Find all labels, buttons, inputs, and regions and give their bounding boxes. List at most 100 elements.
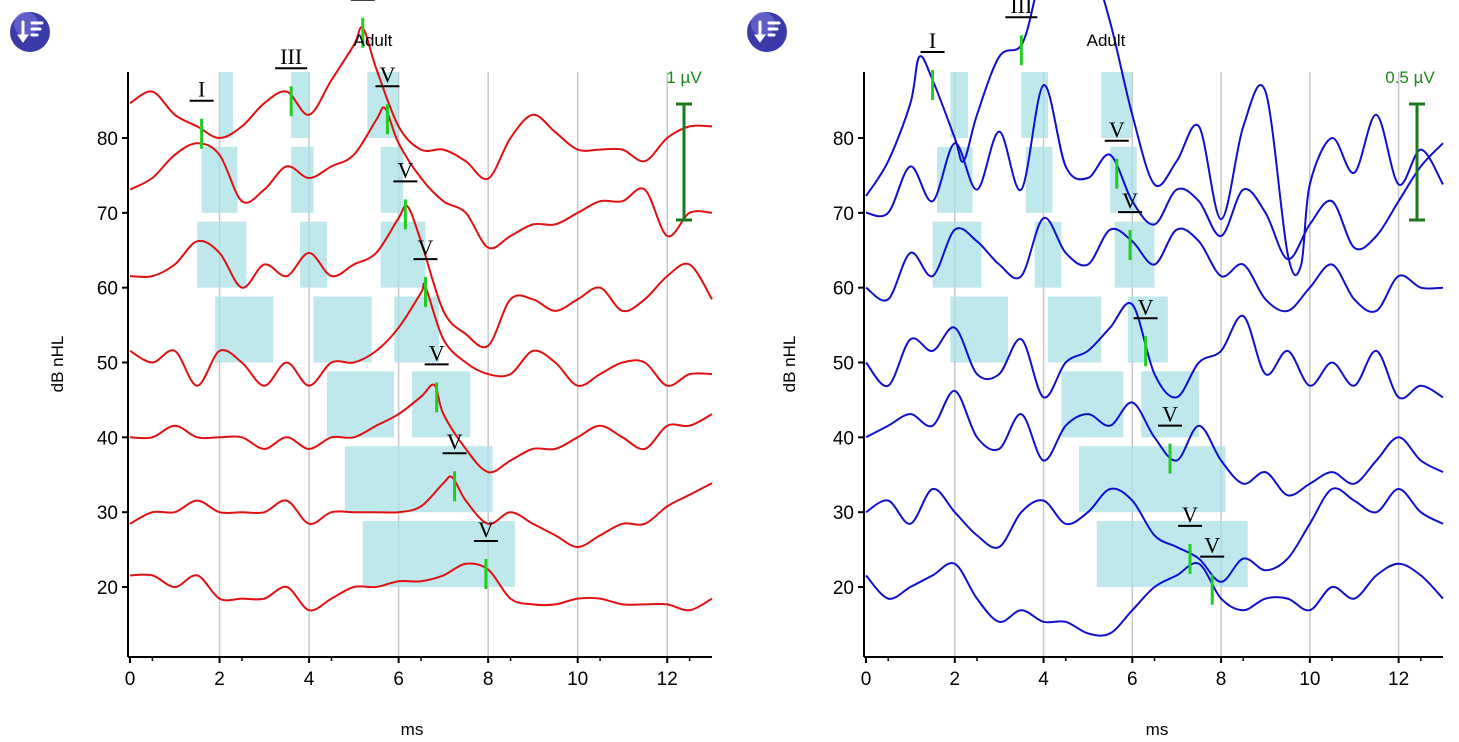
peak-label: V [397,157,413,182]
waveform-70db [129,106,713,250]
waveform-50db [129,282,713,387]
scale-bar [676,102,692,222]
latency-window [291,146,314,213]
x-tick-label: 12 [1388,669,1409,690]
scale-bar-label: 1 µV [666,68,702,87]
peak-label: V [1138,294,1154,319]
x-tick-label: 8 [1216,669,1227,690]
peak-label: I [929,28,936,53]
y-tick-label: 70 [833,204,854,225]
y-axis-title: dB nHL [780,336,799,393]
latency-window [1047,296,1102,363]
left-waveform-panel: 02468101220304050607080IIIIVVVVVVVAdult … [10,0,713,739]
peak-marker-v: V [424,340,449,413]
latency-window [412,371,471,438]
peak-label: V [447,429,463,454]
peak-marker-i: I [920,28,945,100]
latency-window [291,72,310,138]
latency-window [344,446,493,513]
y-tick-label: 80 [833,129,854,150]
x-axis-title: ms [1146,720,1169,739]
sort-menu-icon [17,20,44,43]
x-tick-label: 6 [393,669,404,690]
latency-windows [197,72,516,587]
x-tick-label: 10 [567,669,588,690]
peak-label: I [198,77,205,102]
waveform-80db [865,0,1444,277]
waveform-40db [129,383,713,474]
peak-label: V [478,517,494,542]
axes: 0 2 4 6 8 10 12 20 30 40 50 60 70 80 [833,72,1443,690]
peak-marker-v: V [393,157,418,230]
latency-window [1025,146,1053,213]
x-tick-label: 10 [1299,669,1320,690]
peak-marker-iii: III [1005,0,1038,66]
scale-bar [1409,102,1425,222]
sort-arrow-head [17,34,29,43]
latency-window [313,296,372,363]
latency-window [1101,72,1133,138]
peak-marker-v: V [413,235,438,308]
plot-area: 02468101220304050607080IIIIVVVVVVV [97,0,713,690]
x-tick-label: 2 [214,669,225,690]
chart-title: Adult [1087,31,1126,50]
y-tick-label: 20 [833,578,854,599]
x-tick-label: 0 [125,669,136,690]
x-tick-label: 0 [861,669,872,690]
latency-window [937,146,973,213]
peak-markers: IIIIVVVVVVV [189,0,498,590]
x-tick-label: 12 [657,669,678,690]
latency-window [1079,446,1226,513]
y-tick-label: 50 [833,354,854,375]
waveform-40db [865,389,1444,497]
x-tick-label: 4 [1038,669,1049,690]
peak-label: V [418,235,434,260]
y-tick-label: 80 [97,129,118,150]
peak-marker-v: V [350,0,375,48]
latency-window [1096,521,1248,587]
peak-label: III [280,44,302,69]
latency-window [932,221,982,288]
peak-marker-v: V [1104,117,1129,189]
y-axis-title: dB nHL [48,336,67,393]
peak-marker-v: V [473,517,498,590]
y-tick-label: 30 [833,503,854,524]
waveform-60db [865,217,1444,313]
latency-window [950,72,969,138]
peak-label: V [355,0,371,1]
y-tick-label: 20 [97,578,118,599]
waveform-30db [865,487,1444,583]
latency-window [219,72,233,138]
latency-windows [932,72,1248,587]
y-tick-label: 30 [97,503,118,524]
latency-window [215,296,274,363]
peak-marker-iii: III [275,44,308,117]
waveform-20db [865,562,1444,637]
waveform-traces [865,0,1444,637]
latency-window [326,371,395,438]
chart-title: Adult [354,31,393,50]
waveform-20db [129,562,713,612]
y-tick-label: 40 [97,428,118,449]
x-tick-label: 6 [1127,669,1138,690]
x-axis-title: ms [401,720,424,739]
axes: 0 2 4 6 8 10 12 20 30 40 50 60 70 80 [97,72,712,690]
y-tick-label: 50 [97,354,118,375]
waveform-70db [865,84,1444,261]
x-tick-label: 4 [304,669,315,690]
latency-window [950,296,1009,363]
waveform-30db [129,475,713,549]
latency-window [1034,221,1062,288]
peak-label: V [1204,533,1220,558]
peak-marker-v: V [375,62,400,135]
menu-button[interactable] [747,12,787,52]
x-tick-label: 2 [949,669,960,690]
peak-marker-v: V [1178,502,1203,574]
peak-label: V [1182,502,1198,527]
menu-button[interactable] [10,12,50,52]
waveform-80db [129,26,713,181]
